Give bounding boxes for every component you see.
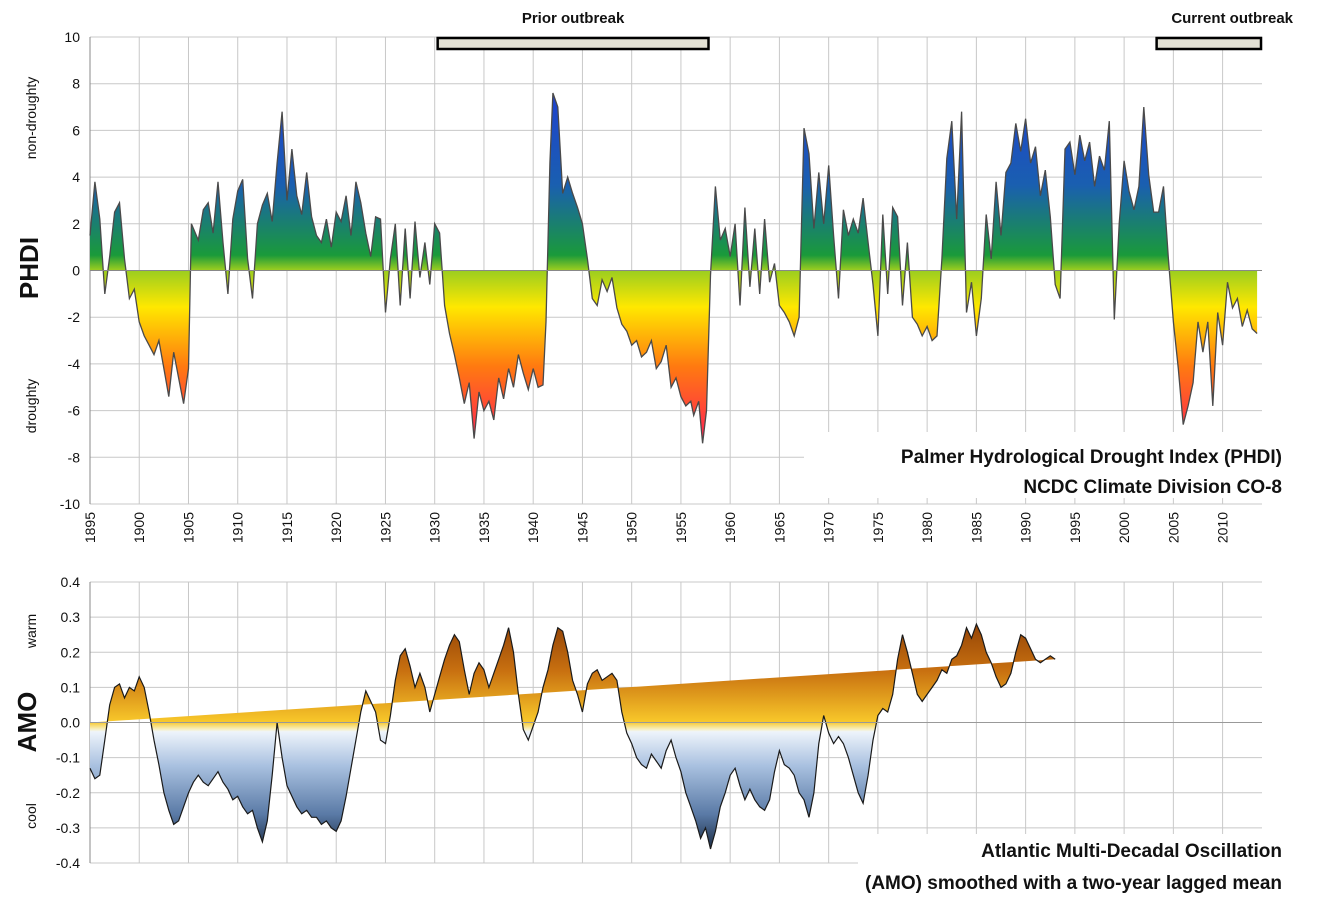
phdi-y-ticks: 10 8 6 4 2 0 -2 -4 -6 -8 -10 <box>60 29 80 512</box>
amo-y-tick-label: 0.3 <box>61 609 81 625</box>
phdi-y-tick-label: 0 <box>72 263 80 279</box>
phdi-y-tick-label: 10 <box>64 29 80 45</box>
phdi-annotation-line-1: Palmer Hydrological Drought Index (PHDI) <box>901 447 1282 468</box>
amo-y-tick-label: 0.2 <box>61 644 81 660</box>
phdi-y-tick-label: -4 <box>68 356 81 372</box>
outbreak-label: Prior outbreak <box>522 10 625 27</box>
amo-y-tick-label: 0.4 <box>61 574 81 590</box>
amo-y-tick-label: -0.2 <box>56 785 80 801</box>
phdi-y-tick-label: -8 <box>68 449 81 465</box>
phdi-y-tick-label: 6 <box>72 122 80 138</box>
amo-panel: 0.4 0.3 0.2 0.1 0.0 -0.1 -0.2 -0.3 -0.4 Atlantic… <box>12 574 1308 897</box>
phdi-area <box>90 93 1258 444</box>
x-tick-label: 2000 <box>1116 512 1132 543</box>
amo-top-side-label: warm <box>23 614 39 649</box>
amo-bottom-side-label: cool <box>23 803 39 829</box>
x-tick-label: 1895 <box>82 512 98 543</box>
phdi-annotation-box <box>804 432 1304 498</box>
amo-y-tick-label: -0.4 <box>56 855 80 871</box>
x-tick-label: 1985 <box>968 512 984 543</box>
phdi-y-tick-label: -2 <box>68 309 81 325</box>
outbreak-bars: Prior outbreak Current outbreak <box>436 10 1294 51</box>
x-tick-label: 1975 <box>870 512 886 543</box>
amo-y-ticks: 0.4 0.3 0.2 0.1 0.0 -0.1 -0.2 -0.3 -0.4 <box>56 574 80 871</box>
x-tick-label: 1995 <box>1067 512 1083 543</box>
amo-annotation-line-2: (AMO) smoothed with a two-year lagged me… <box>865 873 1282 894</box>
phdi-y-tick-label: 2 <box>72 216 80 232</box>
x-tick-label: 1900 <box>131 512 147 543</box>
x-tick-label: 1940 <box>525 512 541 543</box>
phdi-y-tick-label: -10 <box>60 496 80 512</box>
phdi-y-tick-label: 8 <box>72 76 80 92</box>
amo-annotation-box <box>858 834 1308 897</box>
x-tick-label: 1950 <box>624 512 640 543</box>
x-tick-label: 1980 <box>919 512 935 543</box>
amo-y-tick-label: -0.3 <box>56 820 80 836</box>
x-tick-label: 1910 <box>230 512 246 543</box>
phdi-annotation-line-2: NCDC Climate Division CO-8 <box>1023 477 1282 498</box>
amo-annotation-line-1: Atlantic Multi-Decadal Oscillation <box>981 841 1282 862</box>
x-tick-label: 1930 <box>427 512 443 543</box>
amo-axis-label: AMO <box>12 692 42 753</box>
x-tick-label: 1935 <box>476 512 492 543</box>
outbreak-bar <box>436 36 710 51</box>
x-tick-label: 2005 <box>1165 512 1181 543</box>
x-tick-label: 1925 <box>378 512 394 543</box>
amo-y-tick-label: 0.1 <box>61 679 81 695</box>
x-tick-label: 1920 <box>328 512 344 543</box>
x-tick-label: 1905 <box>181 512 197 543</box>
phdi-x-ticks: 1895 1900 1905 1910 1915 1920 1925 1930 1935 1940… <box>82 512 1231 543</box>
x-tick-label: 1965 <box>771 512 787 543</box>
x-tick-label: 1955 <box>673 512 689 543</box>
amo-area <box>90 624 1056 849</box>
phdi-line <box>89 92 1258 444</box>
x-tick-label: 1960 <box>722 512 738 543</box>
amo-y-tick-label: 0.0 <box>61 715 81 731</box>
x-tick-label: 1970 <box>821 512 837 543</box>
phdi-axis-label: PHDI <box>14 237 44 299</box>
phdi-top-side-label: non-droughty <box>23 77 39 160</box>
x-tick-label: 2010 <box>1215 512 1231 543</box>
x-tick-label: 1945 <box>574 512 590 543</box>
amo-line <box>89 622 1056 850</box>
outbreak-label: Current outbreak <box>1171 10 1293 27</box>
outbreak-bar <box>1155 36 1263 51</box>
phdi-y-tick-label: -6 <box>68 403 81 419</box>
x-tick-label: 1915 <box>279 512 295 543</box>
x-tick-label: 1990 <box>1018 512 1034 543</box>
phdi-bottom-side-label: droughty <box>23 379 39 433</box>
amo-y-tick-label: -0.1 <box>56 750 80 766</box>
phdi-y-tick-label: 4 <box>72 169 80 185</box>
